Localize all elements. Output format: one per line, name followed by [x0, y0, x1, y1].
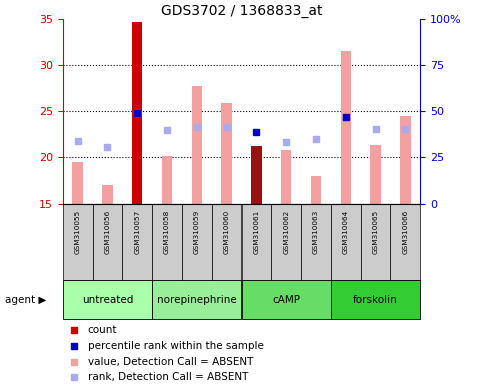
Bar — [251, 146, 262, 204]
Bar — [192, 86, 202, 204]
Text: rank, Detection Call = ABSENT: rank, Detection Call = ABSENT — [88, 372, 248, 382]
Text: norepinephrine: norepinephrine — [157, 295, 237, 305]
Bar — [63, 204, 93, 280]
Text: GSM310063: GSM310063 — [313, 210, 319, 254]
Text: percentile rank within the sample: percentile rank within the sample — [88, 341, 264, 351]
Bar — [311, 176, 321, 204]
Bar — [182, 204, 212, 280]
Bar — [400, 116, 411, 204]
Bar — [221, 103, 232, 204]
Bar — [281, 150, 291, 204]
Text: GSM310064: GSM310064 — [343, 210, 349, 254]
Bar — [152, 280, 242, 319]
Text: GSM310057: GSM310057 — [134, 210, 140, 254]
Bar — [271, 204, 301, 280]
Bar — [331, 280, 420, 319]
Text: GSM310065: GSM310065 — [372, 210, 379, 254]
Text: untreated: untreated — [82, 295, 133, 305]
Bar — [152, 204, 182, 280]
Text: value, Detection Call = ABSENT: value, Detection Call = ABSENT — [88, 357, 253, 367]
Bar — [301, 204, 331, 280]
Bar — [122, 204, 152, 280]
Bar — [162, 156, 172, 204]
Bar — [370, 146, 381, 204]
Text: GSM310058: GSM310058 — [164, 210, 170, 254]
Bar — [331, 204, 361, 280]
Bar — [242, 280, 331, 319]
Bar — [102, 185, 113, 204]
Bar — [72, 162, 83, 204]
Text: GSM310062: GSM310062 — [283, 210, 289, 254]
Bar — [212, 204, 242, 280]
Text: count: count — [88, 326, 117, 336]
Text: GSM310060: GSM310060 — [224, 210, 229, 254]
Text: GSM310061: GSM310061 — [254, 210, 259, 254]
Text: GSM310055: GSM310055 — [75, 210, 81, 254]
Bar — [341, 51, 351, 204]
Text: GSM310066: GSM310066 — [402, 210, 408, 254]
Text: GSM310059: GSM310059 — [194, 210, 200, 254]
Text: GSM310056: GSM310056 — [104, 210, 111, 254]
Title: GDS3702 / 1368833_at: GDS3702 / 1368833_at — [161, 4, 322, 18]
Text: agent ▶: agent ▶ — [5, 295, 46, 305]
Bar — [361, 204, 390, 280]
Bar — [132, 22, 142, 204]
Text: cAMP: cAMP — [272, 295, 300, 305]
Bar — [93, 204, 122, 280]
Bar — [390, 204, 420, 280]
Text: forskolin: forskolin — [353, 295, 398, 305]
Bar — [242, 204, 271, 280]
Bar — [63, 280, 152, 319]
